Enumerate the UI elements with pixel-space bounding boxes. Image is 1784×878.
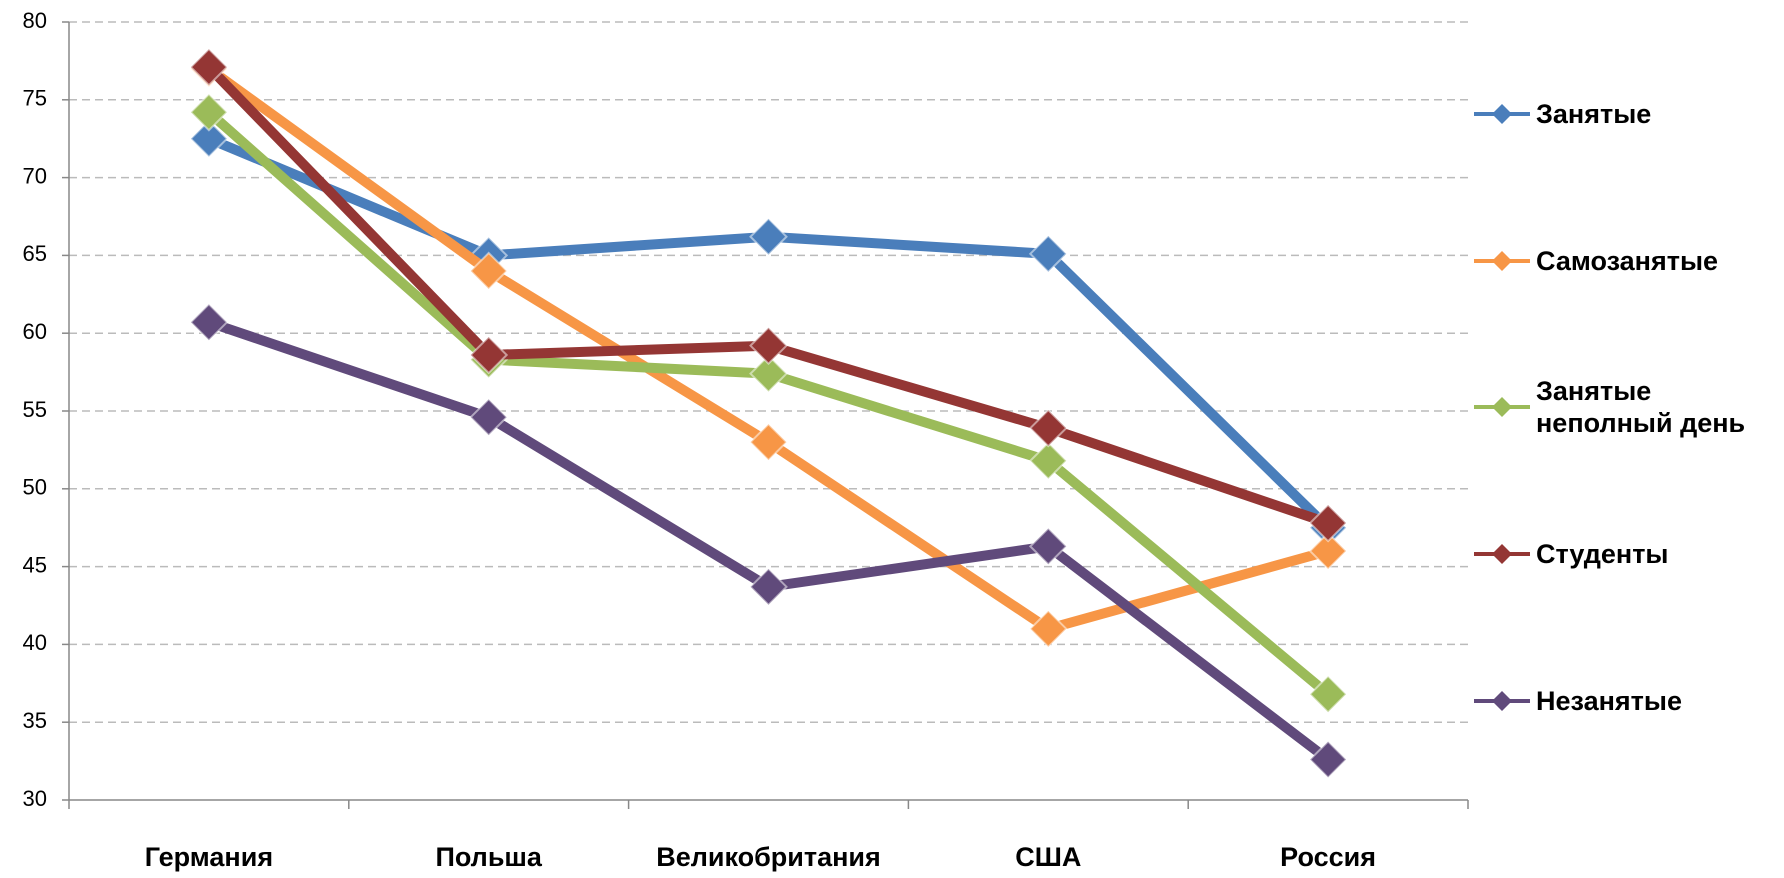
legend-label: Незанятые [1536, 686, 1682, 716]
data-point [749, 326, 788, 366]
data-point [1028, 441, 1068, 481]
y-tick-label: 80 [23, 8, 47, 33]
legend-label: Самозанятые [1536, 246, 1719, 276]
x-tick-label: США [1015, 842, 1081, 872]
legend-marker [1492, 397, 1512, 417]
y-tick-label: 65 [23, 241, 47, 266]
data-point [1308, 503, 1348, 543]
legend-marker [1492, 251, 1512, 271]
y-tick-label: 60 [23, 319, 47, 344]
data-point [1028, 234, 1068, 274]
data-point [1028, 609, 1068, 649]
y-tick-label: 50 [23, 475, 47, 500]
legend-label: Занятые неполный день [1536, 376, 1746, 438]
data-point [1308, 740, 1348, 779]
y-tick-label: 70 [23, 163, 47, 188]
data-point [189, 92, 229, 132]
legend-label: Студенты [1536, 539, 1669, 569]
data-point [469, 251, 509, 291]
data-point [749, 217, 788, 257]
data-point [1028, 408, 1068, 448]
y-tick-label: 75 [23, 86, 47, 111]
data-point [189, 302, 229, 342]
data-point [1308, 674, 1348, 714]
x-tick-label: Германия [145, 842, 273, 872]
data-point [469, 335, 509, 375]
legend-marker [1492, 104, 1512, 124]
series-line [205, 108, 1332, 699]
data-point [469, 397, 509, 437]
data-point [749, 354, 788, 394]
data-point [1308, 531, 1348, 571]
legend-marker [1492, 544, 1512, 564]
data-point [1028, 526, 1068, 566]
legend-label: Занятые [1536, 99, 1652, 129]
x-tick-label: Россия [1280, 842, 1376, 872]
y-tick-label: 30 [23, 786, 47, 811]
y-tick-label: 55 [23, 397, 47, 422]
legend-marker [1492, 691, 1512, 711]
data-point [189, 119, 229, 159]
y-tick-label: 40 [23, 630, 47, 655]
data-point [749, 567, 788, 607]
x-tick-label: Великобритания [656, 842, 881, 872]
data-point [749, 422, 788, 462]
x-tick-label: Польша [435, 842, 542, 872]
y-tick-label: 35 [23, 708, 47, 733]
y-tick-label: 45 [23, 552, 47, 577]
data-point [189, 47, 229, 87]
